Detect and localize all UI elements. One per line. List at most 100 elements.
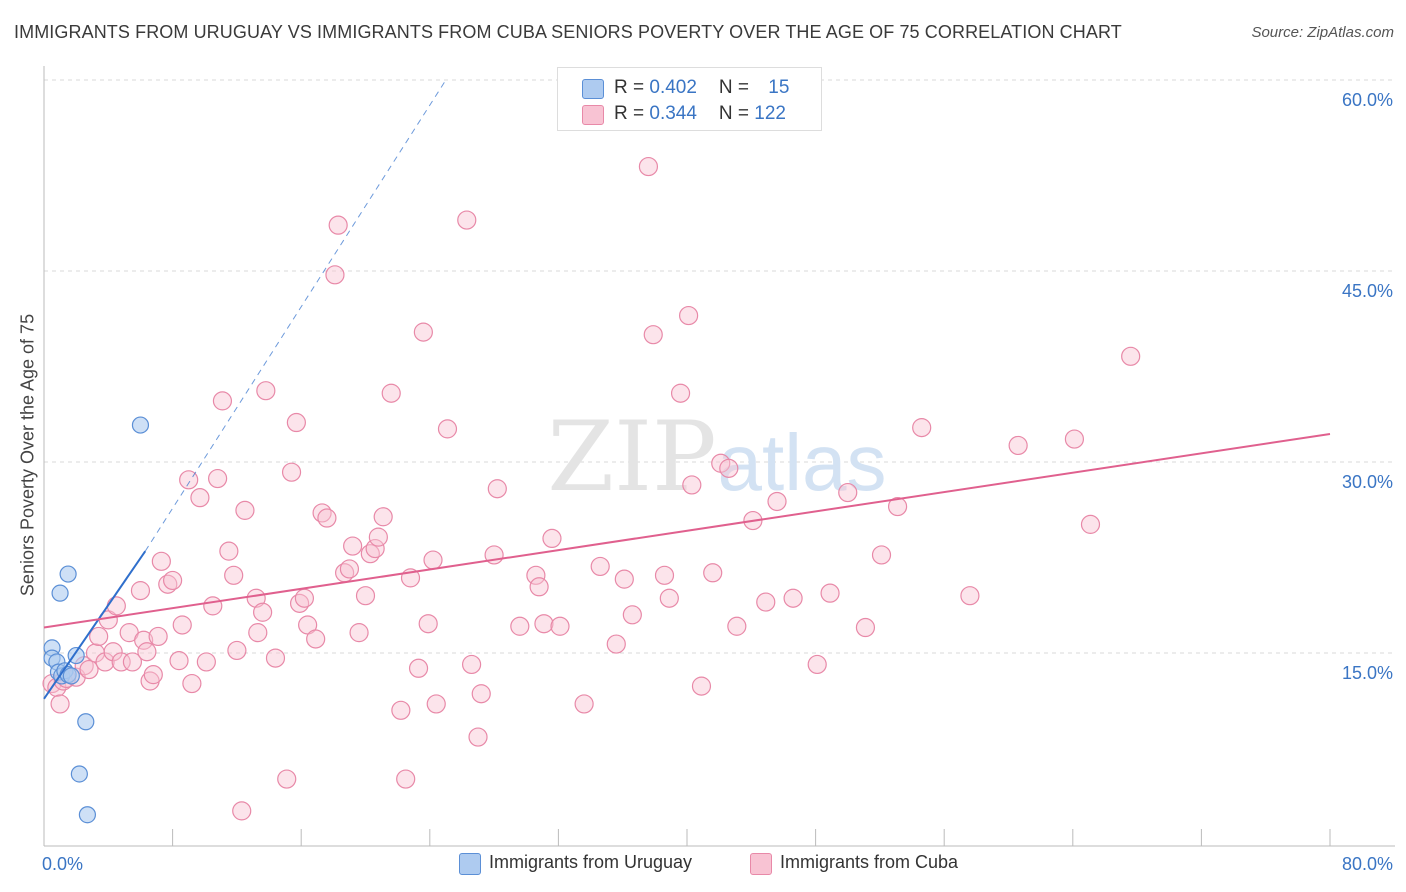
cuba-point-69 bbox=[408, 658, 429, 678]
cuba-point-89 bbox=[606, 634, 626, 654]
cuba-point-63 bbox=[368, 527, 388, 547]
cuba-point-55 bbox=[328, 215, 348, 235]
cuba-point-31 bbox=[196, 652, 216, 672]
cuba-point-38 bbox=[232, 801, 252, 821]
cuba-point-103 bbox=[727, 616, 747, 636]
cuba-point-18 bbox=[134, 630, 154, 650]
uruguay-point-14 bbox=[131, 416, 150, 434]
cuba-point-94 bbox=[654, 565, 675, 585]
cuba-point-116 bbox=[1008, 435, 1028, 456]
cuba-point-75 bbox=[457, 210, 477, 230]
uruguay-point-10 bbox=[59, 565, 77, 583]
legend: Immigrants from Uruguay Immigrants from … bbox=[0, 852, 1406, 878]
cuba-point-81 bbox=[510, 616, 530, 636]
cuba-point-19 bbox=[137, 642, 157, 662]
cuba-point-39 bbox=[235, 500, 255, 520]
cuba-point-58 bbox=[343, 536, 363, 556]
cuba-r-label: R = bbox=[614, 103, 650, 124]
cuba-point-7 bbox=[79, 659, 99, 680]
cuba-point-16 bbox=[122, 652, 143, 672]
cuba-point-105 bbox=[756, 592, 776, 612]
cuba-point-14 bbox=[111, 652, 131, 672]
cuba-point-119 bbox=[1121, 346, 1141, 366]
cuba-point-51 bbox=[306, 629, 326, 649]
cuba-point-30 bbox=[190, 488, 210, 508]
y-tick-label-15: 15.0% bbox=[1342, 663, 1393, 683]
cuba-point-78 bbox=[471, 684, 491, 704]
cuba-point-23 bbox=[151, 551, 171, 571]
y-tick-label-45: 45.0% bbox=[1342, 281, 1393, 301]
uruguay-point-12 bbox=[70, 765, 88, 783]
cuba-point-92 bbox=[638, 156, 659, 177]
uruguay-trend-extension bbox=[144, 79, 447, 552]
y-axis-label: Seniors Poverty Over the Age of 75 bbox=[17, 313, 38, 597]
cuba-point-114 bbox=[912, 418, 932, 438]
x-tick-labels: 0.0% 80.0% bbox=[42, 854, 1393, 874]
cuba-point-83 bbox=[529, 577, 549, 597]
watermark-atlas: atlas bbox=[718, 418, 887, 507]
cuba-point-102 bbox=[719, 458, 739, 478]
chart-title: IMMIGRANTS FROM URUGUAY VS IMMIGRANTS FR… bbox=[14, 22, 1122, 42]
cuba-point-65 bbox=[381, 383, 401, 403]
cuba-point-17 bbox=[130, 581, 151, 601]
cuba-point-99 bbox=[691, 676, 712, 696]
cuba-point-106 bbox=[767, 491, 787, 512]
cuba-point-9 bbox=[89, 626, 109, 647]
cuba-point-88 bbox=[590, 556, 610, 577]
cuba-point-40 bbox=[246, 588, 266, 608]
legend-cuba-label: Immigrants from Cuba bbox=[780, 852, 959, 872]
cuba-point-112 bbox=[871, 545, 892, 565]
cuba-point-27 bbox=[172, 615, 192, 635]
cuba-point-71 bbox=[418, 614, 438, 634]
source-credit: Source: ZipAtlas.com bbox=[1251, 24, 1394, 41]
y-tick-label-30: 30.0% bbox=[1342, 472, 1393, 492]
trend-lines bbox=[43, 79, 1331, 700]
cuba-point-34 bbox=[212, 391, 233, 411]
cuba-point-70 bbox=[413, 322, 433, 342]
cuba-point-10 bbox=[95, 652, 115, 672]
cuba-point-12 bbox=[103, 642, 123, 662]
cuba-point-49 bbox=[294, 588, 315, 608]
cuba-point-36 bbox=[224, 565, 244, 585]
x-tick-label-max: 80.0% bbox=[1342, 854, 1393, 874]
cuba-point-53 bbox=[317, 508, 337, 528]
uruguay-point-11 bbox=[77, 713, 95, 731]
cuba-point-42 bbox=[253, 602, 273, 622]
cuba-point-46 bbox=[281, 462, 302, 482]
cuba-point-59 bbox=[349, 623, 369, 643]
legend-uruguay-label: Immigrants from Uruguay bbox=[489, 852, 693, 872]
cuba-point-21 bbox=[143, 665, 163, 685]
cuba-point-22 bbox=[148, 626, 168, 647]
cuba-point-80 bbox=[487, 479, 507, 499]
cuba-point-43 bbox=[256, 381, 276, 401]
uruguay-n-label: N = bbox=[718, 77, 755, 98]
uruguay-points bbox=[43, 416, 150, 824]
uruguay-r-value: 0.402 bbox=[649, 77, 697, 98]
stats-box: R = 0.402 N = 15 R = 0.344 N = 122 bbox=[557, 67, 822, 131]
cuba-point-98 bbox=[682, 475, 702, 495]
cuba-point-117 bbox=[1064, 429, 1085, 449]
watermark-zip: ZIP bbox=[547, 401, 716, 513]
cuba-point-67 bbox=[396, 769, 416, 789]
cuba-point-73 bbox=[426, 694, 446, 714]
cuba-point-97 bbox=[679, 305, 699, 326]
cuba-point-87 bbox=[574, 694, 594, 714]
cuba-point-74 bbox=[437, 419, 458, 439]
cuba-point-91 bbox=[622, 605, 642, 625]
uruguay-swatch bbox=[582, 79, 604, 99]
cuba-point-77 bbox=[468, 727, 488, 747]
uruguay-point-9 bbox=[51, 584, 69, 602]
cuba-point-90 bbox=[614, 569, 634, 589]
uruguay-trend-line bbox=[43, 550, 147, 700]
stats-uruguay-text: R = 0.402 N = 15 bbox=[614, 77, 789, 99]
cuba-point-66 bbox=[391, 700, 411, 720]
cuba-point-118 bbox=[1080, 514, 1101, 534]
cuba-point-107 bbox=[783, 588, 803, 608]
legend-uruguay-swatch bbox=[459, 853, 481, 875]
axes bbox=[43, 66, 1395, 847]
cuba-point-93 bbox=[643, 325, 663, 345]
cuba-point-47 bbox=[286, 412, 306, 433]
cuba-point-41 bbox=[248, 623, 268, 643]
cuba-point-54 bbox=[325, 265, 345, 285]
